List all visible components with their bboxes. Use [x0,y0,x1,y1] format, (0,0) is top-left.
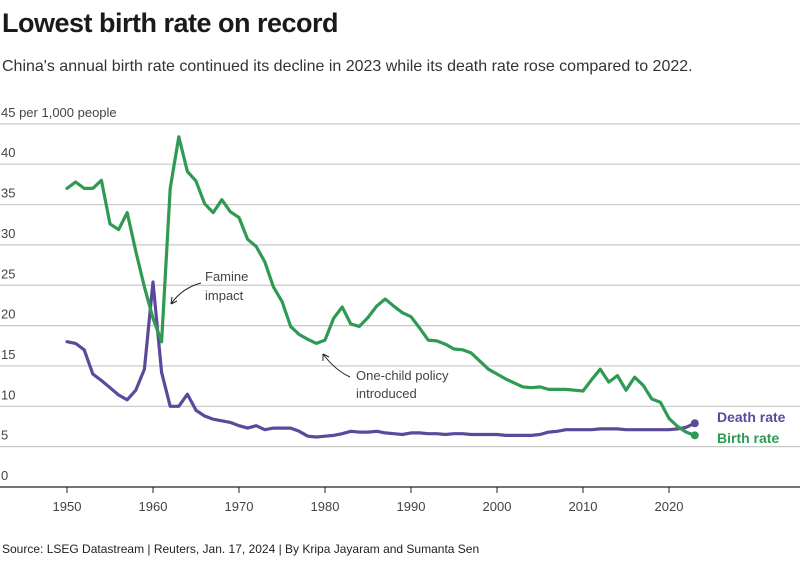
end-labels: Death rate Birth rate [717,409,786,446]
x-tick-label: 2000 [483,499,512,514]
death-rate-line [65,280,697,439]
y-tick-label: 5 [1,428,8,443]
death-rate-label: Death rate [717,409,786,425]
death-rate-end-point [690,419,699,428]
x-tick-label: 1980 [311,499,340,514]
y-tick-label: 0 [1,468,8,483]
x-tick-label: 1970 [225,499,254,514]
y-tick-label: 40 [1,145,15,160]
birth-rate-line [65,135,697,437]
y-tick-label: 10 [1,387,15,402]
annotation-famine-line1: Famine [205,269,248,284]
arrow-famine [170,282,202,305]
x-tick-label: 2010 [569,499,598,514]
annotation-one-child-line2: introduced [356,386,417,401]
y-tick-label: 35 [1,186,15,201]
arrowhead-famine [170,296,178,305]
y-tick-label: 45 per 1,000 people [1,105,117,120]
x-axis: 1950 1960 1970 1980 1990 2000 2010 2020 [0,486,800,514]
annotations: Famine impact One-child policy introduced [170,269,449,401]
x-tick-label: 1950 [53,499,82,514]
series-lines [65,135,699,440]
y-tick-label: 20 [1,307,15,322]
y-tick-label: 30 [1,226,15,241]
y-axis-labels: 0 5 10 15 20 25 30 35 40 45 per 1,000 people [1,105,117,483]
x-tick-label: 2020 [655,499,684,514]
chart-subtitle: China's annual birth rate continued its … [2,58,693,75]
annotation-famine-line2: impact [205,288,244,303]
arrowhead-one-child [322,353,330,361]
birth-rate-end-point [690,431,699,440]
arrow-one-child [322,353,351,378]
x-tick-label: 1990 [397,499,426,514]
birth-rate-label: Birth rate [717,430,779,446]
x-tick-label: 1960 [139,499,168,514]
y-tick-label: 25 [1,266,15,281]
y-tick-label: 15 [1,347,15,362]
source-note: Source: LSEG Datastream | Reuters, Jan. … [2,542,480,556]
chart-title: Lowest birth rate on record [2,8,339,38]
annotation-one-child-line1: One-child policy [356,368,449,383]
